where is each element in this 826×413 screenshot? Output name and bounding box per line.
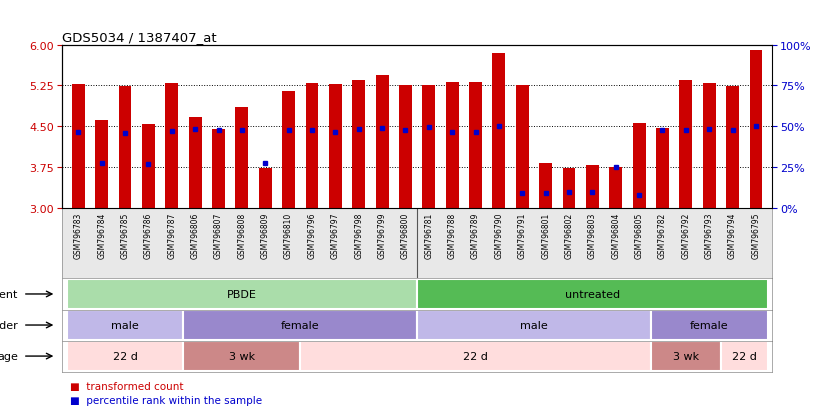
Bar [235, 108, 249, 209]
Bar [586, 166, 599, 209]
Bar [188, 118, 202, 209]
Text: GDS5034 / 1387407_at: GDS5034 / 1387407_at [62, 31, 216, 44]
Bar [72, 85, 85, 209]
Text: GSM796807: GSM796807 [214, 212, 223, 259]
Text: GSM796796: GSM796796 [307, 212, 316, 259]
Text: GSM796793: GSM796793 [705, 212, 714, 259]
Bar [67, 341, 183, 371]
Bar [95, 121, 108, 209]
Bar [703, 83, 715, 209]
Text: GSM796786: GSM796786 [144, 212, 153, 259]
Text: male: male [112, 320, 139, 330]
Text: agent: agent [0, 289, 18, 299]
Text: GSM796789: GSM796789 [471, 212, 480, 259]
Text: GSM796803: GSM796803 [588, 212, 597, 259]
Text: GSM796805: GSM796805 [634, 212, 643, 259]
Text: GSM796791: GSM796791 [518, 212, 527, 259]
Bar [651, 311, 767, 340]
Bar [259, 169, 272, 209]
Text: 22 d: 22 d [732, 351, 757, 361]
Text: GSM796797: GSM796797 [331, 212, 339, 259]
Bar [469, 83, 482, 209]
Text: 22 d: 22 d [112, 351, 137, 361]
Text: GSM796802: GSM796802 [564, 212, 573, 258]
Text: GSM796790: GSM796790 [495, 212, 503, 259]
Bar [417, 311, 651, 340]
Text: GSM796785: GSM796785 [121, 212, 130, 259]
Text: GSM796799: GSM796799 [377, 212, 387, 259]
Text: 3 wk: 3 wk [673, 351, 699, 361]
Bar [399, 86, 412, 209]
Bar [183, 341, 301, 371]
Text: GSM796810: GSM796810 [284, 212, 293, 258]
Text: GSM796795: GSM796795 [752, 212, 761, 259]
Text: GSM796782: GSM796782 [658, 212, 667, 258]
Bar [352, 81, 365, 209]
Bar [610, 168, 622, 209]
Bar [680, 81, 692, 209]
Bar [301, 341, 651, 371]
Bar [306, 83, 318, 209]
Bar [376, 76, 388, 209]
Text: ■  percentile rank within the sample: ■ percentile rank within the sample [70, 395, 263, 405]
Text: GSM796788: GSM796788 [448, 212, 457, 258]
Bar [749, 51, 762, 209]
Bar [539, 164, 552, 209]
Bar [563, 169, 576, 209]
Text: GSM796794: GSM796794 [728, 212, 737, 259]
Bar [651, 341, 721, 371]
Bar [165, 83, 178, 209]
Bar [726, 87, 739, 209]
Bar [183, 311, 417, 340]
Text: GSM796783: GSM796783 [74, 212, 83, 259]
Text: GSM796798: GSM796798 [354, 212, 363, 259]
Text: ■  transformed count: ■ transformed count [70, 381, 183, 391]
Text: PBDE: PBDE [227, 289, 257, 299]
Text: GSM796806: GSM796806 [191, 212, 200, 259]
Text: GSM796809: GSM796809 [261, 212, 270, 259]
Bar [67, 280, 417, 309]
Text: gender: gender [0, 320, 18, 330]
Bar [142, 125, 154, 209]
Text: male: male [520, 320, 548, 330]
Bar [492, 54, 506, 209]
Text: GSM796804: GSM796804 [611, 212, 620, 259]
Bar [67, 311, 183, 340]
Text: 22 d: 22 d [463, 351, 488, 361]
Text: GSM796792: GSM796792 [681, 212, 691, 259]
Bar [329, 85, 342, 209]
Bar [656, 129, 669, 209]
Text: GSM796787: GSM796787 [168, 212, 176, 259]
Text: GSM796800: GSM796800 [401, 212, 410, 259]
Text: female: female [690, 320, 729, 330]
Bar [446, 83, 458, 209]
Text: 3 wk: 3 wk [229, 351, 255, 361]
Bar [417, 280, 767, 309]
Bar [212, 130, 225, 209]
Text: untreated: untreated [565, 289, 620, 299]
Bar [422, 86, 435, 209]
Bar [282, 92, 295, 209]
Text: GSM796808: GSM796808 [237, 212, 246, 258]
Text: GSM796784: GSM796784 [97, 212, 107, 259]
Bar [119, 87, 131, 209]
Bar [633, 124, 646, 209]
Text: GSM796781: GSM796781 [425, 212, 434, 258]
Text: female: female [281, 320, 320, 330]
Text: GSM796801: GSM796801 [541, 212, 550, 258]
Bar [516, 86, 529, 209]
Text: age: age [0, 351, 18, 361]
Bar [721, 341, 767, 371]
